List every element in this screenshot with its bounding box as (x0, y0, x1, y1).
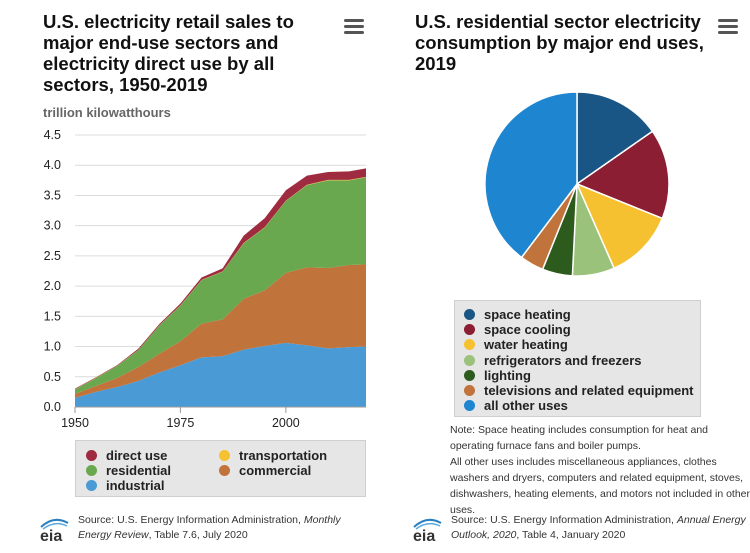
pie-slice-space-cooling[interactable] (575, 130, 670, 220)
note-line: Note: Space heating includes consumption… (450, 424, 709, 452)
legend-label: residential (106, 463, 172, 478)
legend-label: space cooling (484, 322, 571, 338)
legend-item-televisions-and-related-equipment[interactable]: televisions and related equipment (464, 383, 694, 398)
stacked-area-chart: 0.0 0.5 1.0 1.5 2.0 2.5 3.0 3.5 4.0 4.5 1950 1975 20… (44, 128, 366, 430)
legend-label: all other uses (484, 398, 568, 414)
pie-slice-all-other-uses[interactable] (484, 91, 578, 259)
pie-chart-legend: space heating space cooling water heating r… (454, 300, 701, 417)
eia-logo-icon: eia (40, 518, 69, 544)
y-axis-unit-label: trillion kilowatthours (43, 105, 171, 120)
right-chart-panel: U.S. residential sector electricity cons… (380, 0, 750, 553)
legend-swatch (464, 309, 475, 320)
legend-swatch (219, 450, 230, 461)
legend-label: refrigerators and freezers (484, 352, 642, 368)
legend-label: televisions and related equipment (484, 383, 694, 398)
y-tick-label: 4.0 (44, 158, 61, 172)
legend-item-direct-use[interactable]: direct use (86, 448, 167, 463)
legend-label: industrial (106, 478, 165, 493)
legend-label: space heating (484, 307, 571, 322)
left-source-note: Source: U.S. Energy Information Administ… (78, 514, 341, 541)
note-line: All other uses includes miscellaneous ap… (450, 456, 750, 516)
legend-swatch (86, 465, 97, 476)
y-tick-label: 2.5 (44, 249, 61, 263)
legend-item-space-cooling[interactable]: space cooling (464, 322, 571, 337)
pie-chart (484, 91, 670, 277)
legend-item-water-heating[interactable]: water heating (464, 337, 568, 352)
hamburger-menu-icon[interactable] (344, 19, 364, 35)
area-chart-legend: direct use transportation residential comme… (75, 440, 366, 497)
hamburger-menu-icon[interactable] (718, 19, 738, 35)
legend-swatch (464, 369, 475, 381)
right-chart-title: U.S. residential sector electricity cons… (415, 11, 704, 74)
eia-logo-icon: eia (413, 518, 442, 544)
legend-swatch (464, 324, 475, 336)
right-source-note: Source: U.S. Energy Information Administ… (451, 514, 746, 541)
legend-swatch (86, 480, 97, 491)
legend-swatch (219, 465, 230, 476)
legend-swatch (464, 385, 475, 396)
legend-item-lighting[interactable]: lighting (464, 368, 531, 383)
legend-item-commercial[interactable]: commercial (219, 463, 311, 478)
legend-label: lighting (484, 367, 531, 383)
left-chart-panel: U.S. electricity retail sales to major e… (40, 11, 366, 544)
legend-swatch (464, 339, 475, 351)
legend-label: transportation (239, 448, 328, 463)
y-tick-label: 0.5 (44, 370, 61, 384)
x-tick-label: 1975 (167, 416, 195, 430)
legend-item-transportation[interactable]: transportation (219, 448, 327, 463)
chart-footnote: Note: Space heating includes consumption… (450, 422, 750, 518)
y-tick-label: 3.0 (44, 219, 61, 233)
x-tick-label: 2000 (272, 416, 300, 430)
y-tick-label: 1.5 (44, 309, 61, 323)
legend-label: direct use (106, 448, 168, 463)
legend-swatch (86, 450, 97, 461)
area-series-residential[interactable] (75, 177, 366, 394)
left-chart-title: U.S. electricity retail sales to major e… (43, 11, 294, 95)
y-tick-label: 2.0 (44, 279, 61, 293)
legend-item-refrigerators-and-freezers[interactable]: refrigerators and freezers (464, 353, 642, 368)
y-tick-label: 0.0 (44, 400, 61, 414)
pie-slice-water-heating[interactable] (575, 182, 664, 270)
legend-label: commercial (239, 463, 312, 478)
svg-text:eia: eia (413, 528, 435, 544)
y-tick-label: 4.5 (44, 128, 61, 142)
legend-swatch (464, 354, 475, 366)
area-series-commercial[interactable] (75, 264, 366, 398)
area-series-industrial[interactable] (75, 342, 366, 407)
pie-slice-space-heating[interactable] (576, 91, 654, 186)
y-tick-label: 1.0 (44, 340, 61, 354)
legend-swatch (464, 400, 475, 412)
legend-item-residential[interactable]: residential (86, 463, 171, 478)
svg-text:eia: eia (40, 528, 62, 544)
y-tick-label: 3.5 (44, 188, 61, 202)
legend-item-industrial[interactable]: industrial (86, 478, 165, 493)
legend-item-space-heating[interactable]: space heating (464, 307, 571, 322)
x-tick-label: 1950 (61, 416, 89, 430)
legend-item-all-other-uses[interactable]: all other uses (464, 398, 568, 413)
legend-label: water heating (484, 337, 568, 353)
